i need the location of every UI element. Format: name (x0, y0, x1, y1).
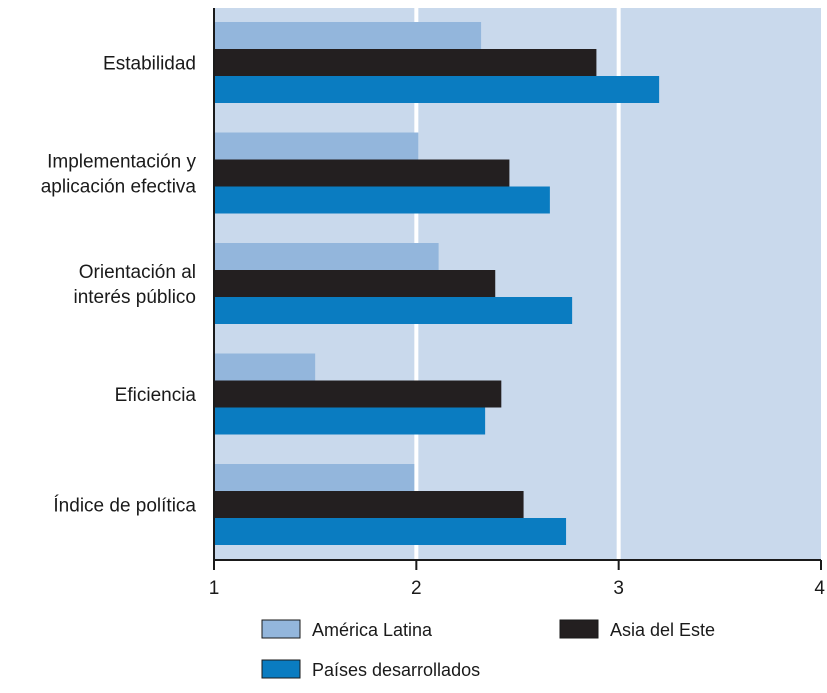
category-label: Implementación y (47, 152, 196, 173)
category-label: aplicación efectiva (41, 177, 197, 198)
category-label: Orientación al (79, 262, 196, 283)
bar-países-desarrollados (214, 407, 486, 435)
category-label: interés público (73, 287, 196, 308)
category-label: Índice de política (53, 496, 196, 517)
category-label: Eficiencia (115, 385, 197, 406)
x-tick-label: 1 (209, 578, 220, 599)
bar-países-desarrollados (214, 76, 660, 103)
bar-países-desarrollados (214, 518, 567, 545)
bar-países-desarrollados (214, 297, 573, 324)
legend-swatch (261, 619, 301, 639)
legend-swatch (559, 619, 599, 639)
x-tick-label: 4 (814, 578, 825, 599)
legend: América Latina Asia del Este Países desarr… (261, 619, 715, 680)
category-labels: Estabilidad Implementación y aplicación ef… (41, 54, 197, 517)
bar-países-desarrollados (214, 186, 550, 214)
bar-américa-latina (214, 353, 316, 381)
bar-asia-del-este (214, 270, 496, 297)
x-axis-ticks: 1 2 3 4 (209, 560, 825, 599)
bar-américa-latina (214, 464, 415, 491)
x-tick-label: 3 (613, 578, 624, 599)
x-tick-label: 2 (411, 578, 422, 599)
bar-américa-latina (214, 132, 419, 160)
bar-américa-latina (214, 243, 439, 270)
category-label: Estabilidad (103, 54, 196, 75)
bars (214, 22, 660, 545)
legend-label: Países desarrollados (312, 660, 480, 680)
legend-label: América Latina (312, 620, 433, 640)
bar-asia-del-este (214, 159, 510, 187)
bar-asia-del-este (214, 491, 524, 518)
legend-swatch (261, 659, 301, 679)
bar-asia-del-este (214, 49, 597, 76)
bar-asia-del-este (214, 380, 502, 408)
bar-américa-latina (214, 22, 482, 49)
legend-label: Asia del Este (610, 620, 715, 640)
